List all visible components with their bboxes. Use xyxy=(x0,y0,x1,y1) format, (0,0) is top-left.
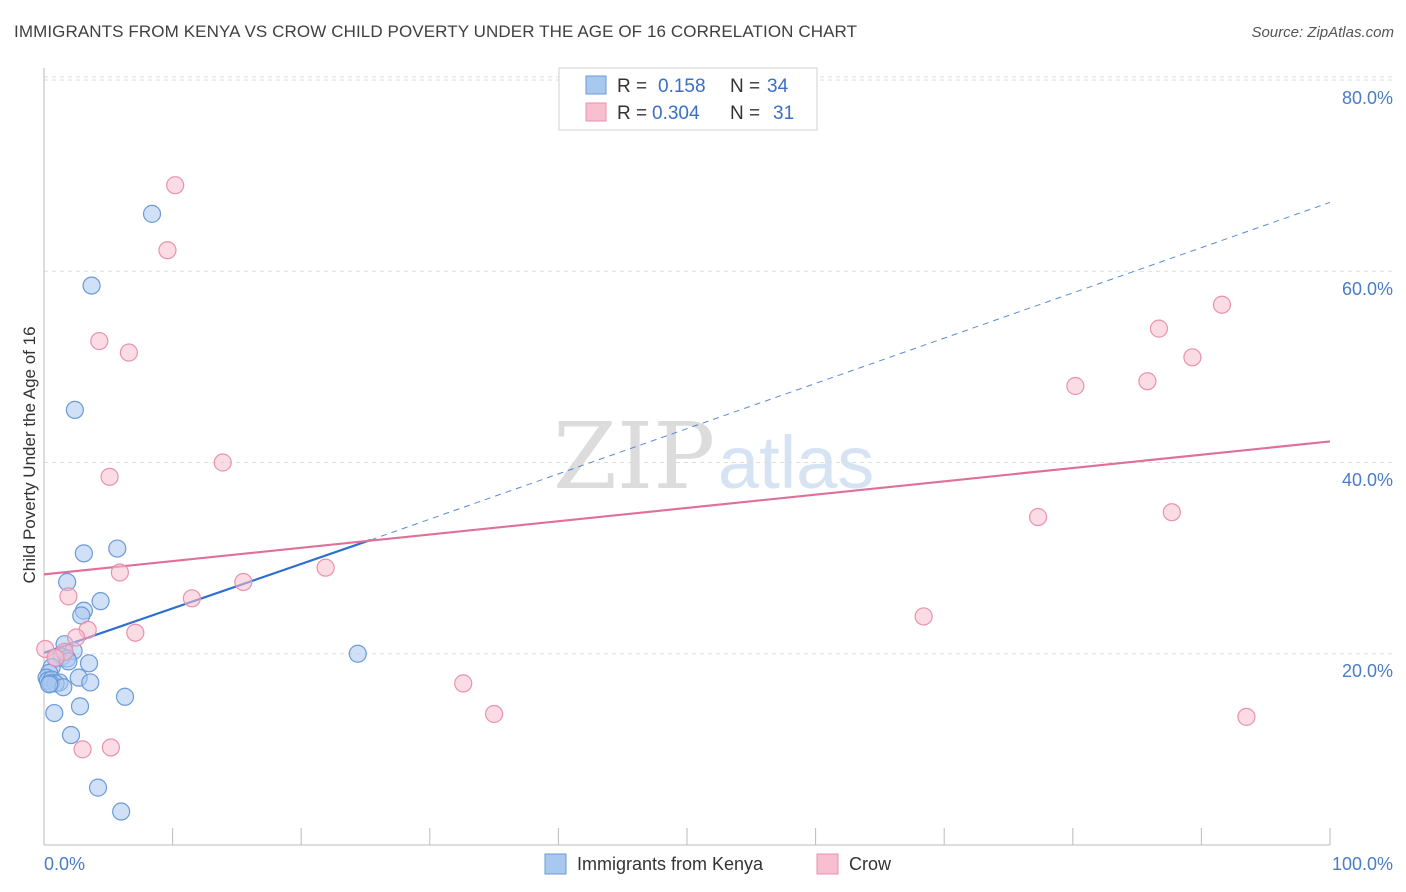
axes xyxy=(43,68,1331,846)
point-kenya-27 xyxy=(40,675,59,694)
point-kenya-30 xyxy=(45,703,64,723)
legend-r-label-kenya: R = xyxy=(617,76,647,97)
legend-swatch-crow xyxy=(585,102,607,122)
point-crow-2 xyxy=(90,331,109,351)
y-tick-label-20: 20.0% xyxy=(1342,661,1393,681)
point-kenya-31 xyxy=(61,725,81,745)
point-crow-28 xyxy=(1212,295,1232,314)
point-crow-9 xyxy=(59,587,78,606)
point-crow-10 xyxy=(182,589,201,608)
trend-line-crow xyxy=(43,440,1331,576)
bottom-legend-swatch-crow xyxy=(816,853,839,875)
legend-n-value-crow: 31 xyxy=(773,103,794,124)
source-label: Source: ZipAtlas.com xyxy=(1251,24,1394,41)
bottom-legend-label-kenya: Immigrants from Kenya xyxy=(577,854,764,874)
y-tick-label-40: 40.0% xyxy=(1342,470,1393,490)
bottom-legend-swatch-kenya xyxy=(544,853,567,875)
point-kenya-29 xyxy=(70,697,90,716)
bottom-legend-label-crow: Crow xyxy=(849,854,892,874)
point-kenya-33 xyxy=(112,802,131,821)
point-crow-6 xyxy=(316,558,335,577)
y-tick-label-60: 60.0% xyxy=(1342,279,1393,299)
point-crow-3 xyxy=(119,343,138,362)
y-axis-label: Child Poverty Under the Age of 16 xyxy=(20,326,39,583)
point-crow-7 xyxy=(110,563,129,582)
point-crow-13 xyxy=(67,628,86,647)
trend-line-kenya xyxy=(43,538,372,654)
trend-line-kenya-extended xyxy=(370,201,1331,541)
point-kenya-6 xyxy=(91,592,110,611)
series-legend: Immigrants from Kenya Crow xyxy=(544,853,892,875)
point-crow-25 xyxy=(1149,319,1169,338)
point-kenya-26 xyxy=(81,673,100,692)
watermark-zip: ZIP xyxy=(553,403,715,510)
point-crow-26 xyxy=(1162,503,1181,522)
data-points xyxy=(36,176,1256,821)
x-tick-label-min: 0.0% xyxy=(44,854,85,874)
point-crow-22 xyxy=(1028,507,1048,527)
point-crow-23 xyxy=(1066,376,1085,396)
point-crow-8 xyxy=(234,572,253,592)
point-crow-16 xyxy=(46,648,65,667)
chart-title: IMMIGRANTS FROM KENYA VS CROW CHILD POVE… xyxy=(14,22,858,41)
point-kenya-15 xyxy=(79,654,99,673)
point-crow-21 xyxy=(914,607,933,626)
point-kenya-1 xyxy=(82,276,101,295)
y-tick-label-80: 80.0% xyxy=(1342,88,1393,108)
trend-lines xyxy=(43,201,1331,654)
point-crow-29 xyxy=(1237,707,1256,726)
legend-n-label-kenya: N = xyxy=(730,76,760,97)
point-kenya-32 xyxy=(88,778,108,797)
x-tick-label-max: 100.0% xyxy=(1332,854,1393,874)
point-crow-17 xyxy=(73,740,92,759)
point-crow-4 xyxy=(213,453,232,472)
point-kenya-4 xyxy=(74,544,93,563)
point-kenya-34 xyxy=(348,644,367,663)
point-kenya-0 xyxy=(142,204,162,223)
point-crow-0 xyxy=(166,176,185,195)
legend-r-label-crow: R = xyxy=(617,103,647,124)
point-crow-5 xyxy=(100,467,119,486)
legend-r-value-crow: 0.304 xyxy=(652,103,700,124)
point-kenya-2 xyxy=(65,400,84,420)
legend-n-label-crow: N = xyxy=(730,103,760,124)
point-crow-20 xyxy=(485,704,504,724)
point-crow-19 xyxy=(454,674,473,693)
point-crow-1 xyxy=(158,241,177,260)
legend-r-value-kenya: 0.158 xyxy=(658,76,706,97)
point-crow-27 xyxy=(1183,348,1202,367)
point-crow-24 xyxy=(1138,372,1157,391)
point-crow-18 xyxy=(101,738,120,757)
legend-n-value-kenya: 34 xyxy=(767,76,789,97)
point-kenya-3 xyxy=(108,539,127,558)
correlation-legend: R = 0.158 N = 34 R = 0.304 N = 31 xyxy=(558,67,818,131)
point-crow-12 xyxy=(126,623,145,642)
legend-swatch-kenya xyxy=(585,75,607,95)
point-kenya-28 xyxy=(115,687,135,706)
